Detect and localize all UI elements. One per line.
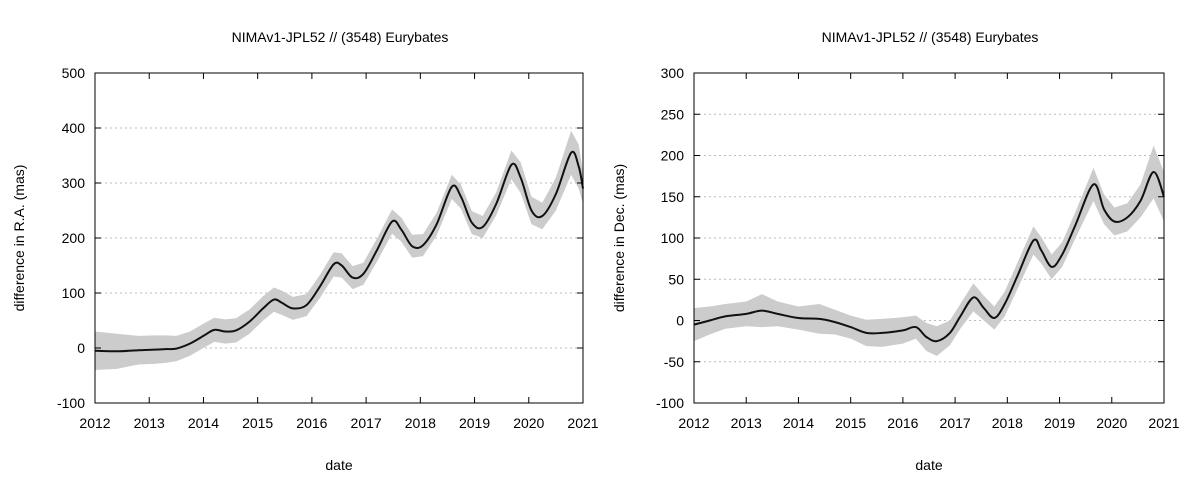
dec-chart-series bbox=[693, 171, 1165, 343]
dec-chart-xtick-label: 2016 bbox=[887, 415, 918, 431]
dec-chart: NIMAv1-JPL52 // (3548) Eurybates date di… bbox=[611, 29, 1180, 473]
dec-chart-ytick-label: 50 bbox=[668, 271, 684, 287]
dec-chart-ytick-label: 200 bbox=[661, 148, 685, 164]
dec-chart-xticks: 2012 2013 2014 2015 2016 2017 2018 2019 2020 2021 bbox=[678, 73, 1180, 431]
dec-chart-xtick-label: 2012 bbox=[678, 415, 709, 431]
dec-chart-ytick-label: -50 bbox=[664, 354, 684, 370]
ra-chart-ytick-label: 400 bbox=[62, 120, 86, 136]
ra-chart-xtick-label: 2017 bbox=[351, 415, 382, 431]
dec-chart-ytick-label: 0 bbox=[676, 313, 684, 329]
ra-chart-xtick-label: 2021 bbox=[567, 415, 598, 431]
dec-chart-ytick-label: 100 bbox=[661, 230, 685, 246]
ra-chart: NIMAv1-JPL52 // (3548) Eurybates date di… bbox=[11, 29, 599, 473]
ra-chart-series bbox=[94, 150, 584, 353]
ra-chart-ytick-label: -100 bbox=[57, 395, 85, 411]
dec-chart-xtick-label: 2018 bbox=[992, 415, 1023, 431]
dec-chart-ytick-label: 300 bbox=[661, 65, 685, 81]
dec-chart-xtick-label: 2019 bbox=[1044, 415, 1075, 431]
ra-chart-ytick-label: 0 bbox=[77, 340, 85, 356]
ra-chart-yticks: -100 0 100 200 300 400 500 bbox=[57, 65, 583, 411]
dec-chart-uncertainty-band bbox=[694, 145, 1164, 356]
dec-chart-ytick-label: 250 bbox=[661, 106, 685, 122]
dec-chart-band-area bbox=[694, 145, 1164, 356]
dec-chart-xtick-label: 2014 bbox=[783, 415, 814, 431]
dec-chart-ylabel: difference in Dec. (mas) bbox=[611, 164, 627, 312]
dec-chart-xtick-label: 2021 bbox=[1148, 415, 1179, 431]
ra-chart-xtick-label: 2018 bbox=[405, 415, 436, 431]
ra-chart-xtick-label: 2015 bbox=[242, 415, 273, 431]
ra-chart-ytick-label: 500 bbox=[62, 65, 86, 81]
ra-chart-xtick-label: 2012 bbox=[79, 415, 110, 431]
dec-chart-title: NIMAv1-JPL52 // (3548) Eurybates bbox=[822, 29, 1039, 45]
ra-chart-title: NIMAv1-JPL52 // (3548) Eurybates bbox=[232, 29, 449, 45]
dec-chart-xtick-label: 2015 bbox=[835, 415, 866, 431]
ra-chart-band-area bbox=[95, 130, 583, 370]
ra-chart-xticks: 2012 2013 2014 2015 2016 2017 2018 2019 2020 2021 bbox=[79, 73, 599, 431]
ra-chart-ytick-label: 200 bbox=[62, 230, 86, 246]
ra-chart-series-line bbox=[94, 150, 584, 353]
dec-chart-frame bbox=[693, 72, 1165, 404]
dec-chart-ytick-label: -100 bbox=[656, 395, 684, 411]
ra-chart-xtick-label: 2020 bbox=[513, 415, 544, 431]
dec-chart-xtick-label: 2013 bbox=[731, 415, 762, 431]
ra-chart-ytick-label: 300 bbox=[62, 175, 86, 191]
ra-chart-ytick-label: 100 bbox=[62, 285, 86, 301]
dec-chart-series-line bbox=[693, 171, 1165, 343]
dec-chart-xtick-label: 2020 bbox=[1096, 415, 1127, 431]
ra-chart-frame bbox=[94, 72, 584, 404]
dec-chart-ytick-label: 150 bbox=[661, 189, 685, 205]
dec-chart-xlabel: date bbox=[915, 457, 942, 473]
ra-chart-ylabel: difference in R.A. (mas) bbox=[11, 165, 27, 312]
dec-chart-xtick-label: 2017 bbox=[940, 415, 971, 431]
dec-chart-yticks: -100 -50 0 50 100 150 200 250 300 bbox=[656, 65, 1164, 411]
ra-chart-uncertainty-band bbox=[95, 130, 583, 370]
ra-chart-xtick-label: 2019 bbox=[459, 415, 490, 431]
ra-chart-xtick-label: 2013 bbox=[134, 415, 165, 431]
ra-chart-xtick-label: 2014 bbox=[188, 415, 219, 431]
ra-chart-xlabel: date bbox=[325, 457, 352, 473]
ra-chart-xtick-label: 2016 bbox=[296, 415, 327, 431]
